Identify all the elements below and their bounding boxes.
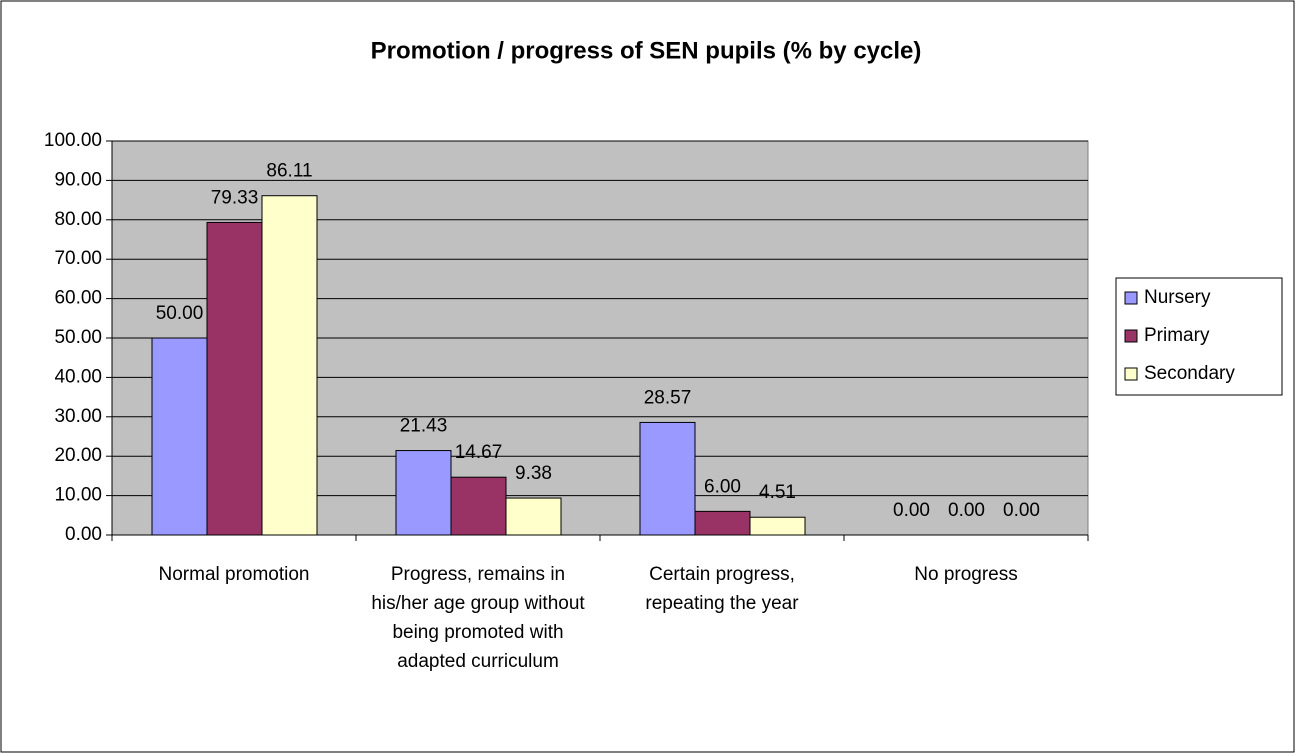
value-label: 50.00 <box>156 303 204 324</box>
legend-swatch <box>1124 329 1138 343</box>
bar <box>395 450 452 536</box>
x-tick-label-line: repeating the year <box>645 593 799 614</box>
x-tick-label: Normal promotion <box>159 564 310 585</box>
x-tick-label-line: being promoted with <box>392 622 563 643</box>
y-tick-label: 90.00 <box>54 169 102 190</box>
y-tick-label: 20.00 <box>54 445 102 466</box>
x-tick-label-line: Progress, remains in <box>391 564 565 585</box>
value-label: 28.57 <box>644 387 692 408</box>
y-tick-label: 70.00 <box>54 248 102 269</box>
x-tick-label: No progress <box>914 564 1018 585</box>
bar <box>505 497 562 536</box>
x-tick-label: Progress, remains in his/her age group wi… <box>371 564 585 672</box>
value-label: 79.33 <box>211 187 259 208</box>
x-tick-label-line: his/her age group without <box>371 593 585 614</box>
bar <box>151 337 208 536</box>
y-tick-label: 80.00 <box>54 209 102 230</box>
value-label: 0.00 <box>1003 500 1040 521</box>
y-tick-label: 30.00 <box>54 406 102 427</box>
bar <box>450 476 507 536</box>
legend <box>1115 277 1283 396</box>
legend-label: Nursery <box>1144 287 1211 308</box>
bar <box>749 516 806 536</box>
x-tick-label-line: No progress <box>914 564 1018 585</box>
y-tick-label: 0.00 <box>65 524 102 545</box>
x-tick-label-line: adapted curriculum <box>397 651 559 672</box>
value-label: 0.00 <box>893 500 930 521</box>
legend-label: Primary <box>1144 325 1210 346</box>
bar <box>694 510 751 536</box>
value-label: 0.00 <box>948 500 985 521</box>
bar <box>206 221 263 536</box>
chart-title: Promotion / progress of SEN pupils (% by… <box>371 37 922 64</box>
bar <box>261 195 318 536</box>
value-label: 6.00 <box>704 476 741 497</box>
value-label: 4.51 <box>759 482 796 503</box>
value-label: 14.67 <box>455 442 503 463</box>
value-label: 9.38 <box>515 463 552 484</box>
x-tick-label: Certain progress, repeating the year <box>645 564 799 614</box>
x-tick-label-line: Certain progress, <box>649 564 795 585</box>
y-tick-label: 40.00 <box>54 366 102 387</box>
value-label: 86.11 <box>266 161 312 182</box>
legend-label: Secondary <box>1144 363 1235 384</box>
y-tick-label: 10.00 <box>54 485 102 506</box>
x-tick-label-line: Normal promotion <box>159 564 310 585</box>
y-tick-label: 50.00 <box>54 327 102 348</box>
y-tick-label: 60.00 <box>54 288 102 309</box>
bar <box>639 421 696 536</box>
y-tick-label: 100.00 <box>44 130 102 151</box>
legend-swatch <box>1124 367 1138 381</box>
legend-swatch <box>1124 291 1138 305</box>
value-label: 21.43 <box>400 416 448 437</box>
